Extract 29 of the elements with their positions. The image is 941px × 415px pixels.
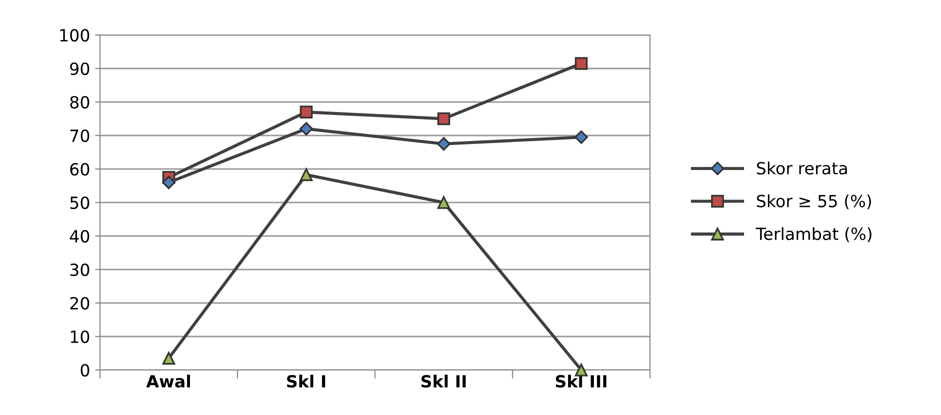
x-tick-label: Skl II <box>421 374 466 388</box>
legend-label: Skor rerata <box>756 162 847 175</box>
point <box>574 57 588 70</box>
point <box>300 106 313 118</box>
point <box>300 168 313 182</box>
point <box>437 137 450 151</box>
x-tick-label: Skl III <box>556 374 606 388</box>
point <box>162 352 176 365</box>
y-tick-label: 80 <box>70 96 90 109</box>
y-tick-label: 70 <box>70 129 90 142</box>
y-tick-label: 60 <box>70 162 90 176</box>
y-tick-label: 100 <box>60 28 90 42</box>
x-tick-label: Skl I <box>287 374 326 388</box>
legend-label: Terlambat (%) <box>756 227 872 242</box>
y-tick-label: 0 <box>80 364 90 377</box>
y-tick-label: 50 <box>70 196 90 210</box>
point <box>574 130 588 144</box>
point <box>162 176 176 190</box>
point <box>574 364 588 376</box>
x-tick-label: Awal <box>146 374 190 388</box>
legend-label: Skor ≥ 55 (%) <box>756 194 871 210</box>
y-tick-label: 30 <box>70 263 90 276</box>
point <box>437 196 450 209</box>
y-tick-label: 90 <box>70 62 90 76</box>
y-tick-label: 20 <box>70 296 90 310</box>
point <box>300 122 313 136</box>
y-tick-label: 40 <box>70 230 90 243</box>
point <box>437 112 450 126</box>
y-tick-label: 10 <box>70 330 90 344</box>
